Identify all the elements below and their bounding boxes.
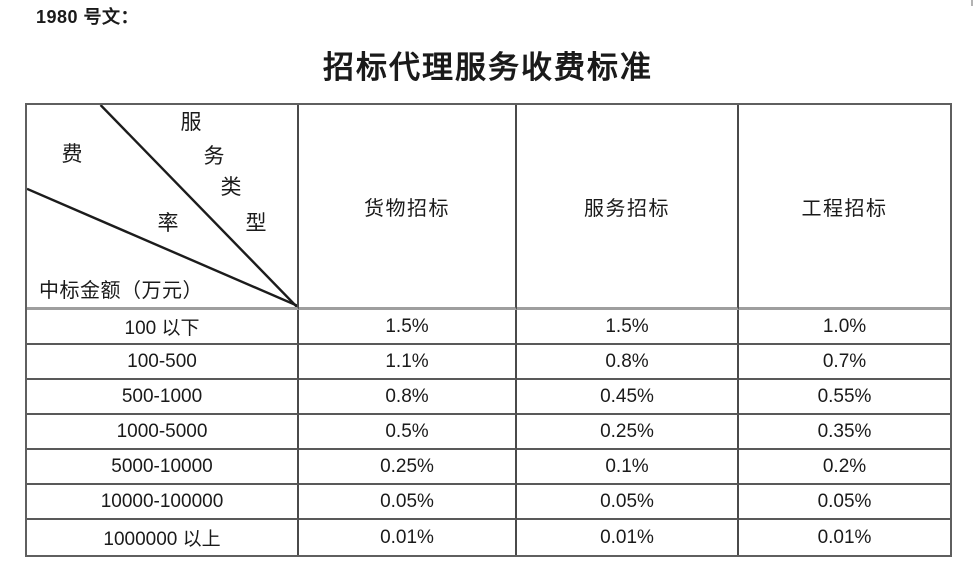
row-range: 10000-100000 bbox=[27, 485, 299, 520]
column-header-goods: 货物招标 bbox=[299, 105, 517, 310]
rate-cell: 0.2% bbox=[739, 450, 950, 485]
doc-number-label: 1980 号文： bbox=[36, 7, 140, 27]
rate-cell: 0.05% bbox=[517, 485, 739, 520]
rate-cell: 0.8% bbox=[517, 345, 739, 380]
rate-cell: 1.5% bbox=[517, 310, 739, 345]
rate-cell: 0.8% bbox=[299, 380, 517, 415]
rate-cell: 0.01% bbox=[299, 520, 517, 555]
row-range: 100-500 bbox=[27, 345, 299, 380]
row-range: 100 以下 bbox=[27, 310, 299, 345]
bid-amount-axis-label: 中标金额（万元） bbox=[39, 280, 203, 302]
fee-standard-table: 服 务 类 型 费 率 中标金额（万元） 货物招标 服务招标 工程招标 100 … bbox=[25, 103, 952, 557]
page-title: 招标代理服务收费标准 bbox=[323, 50, 653, 85]
diagonal-divider-lines bbox=[27, 105, 297, 307]
rate-cell: 0.25% bbox=[517, 415, 739, 450]
rate-cell: 0.25% bbox=[299, 450, 517, 485]
column-header-engineering: 工程招标 bbox=[739, 105, 950, 310]
rate-cell: 0.55% bbox=[739, 380, 950, 415]
rate-cell: 1.0% bbox=[739, 310, 950, 345]
rate-cell: 0.1% bbox=[517, 450, 739, 485]
column-header-service: 服务招标 bbox=[517, 105, 739, 310]
rate-cell: 0.05% bbox=[299, 485, 517, 520]
service-type-char-3: 类 bbox=[220, 175, 242, 199]
row-range: 1000-5000 bbox=[27, 415, 299, 450]
service-type-char-4: 型 bbox=[245, 211, 267, 235]
row-range: 1000000 以上 bbox=[27, 520, 299, 555]
fee-rate-char-2: 率 bbox=[157, 211, 179, 235]
rate-cell: 0.01% bbox=[739, 520, 950, 555]
rate-cell: 0.7% bbox=[739, 345, 950, 380]
page-edge-artifact bbox=[971, 0, 973, 6]
rate-cell: 0.01% bbox=[517, 520, 739, 555]
service-type-char-2: 务 bbox=[203, 144, 225, 168]
rate-cell: 1.1% bbox=[299, 345, 517, 380]
rate-cell: 0.45% bbox=[517, 380, 739, 415]
rate-cell: 1.5% bbox=[299, 310, 517, 345]
rate-cell: 0.5% bbox=[299, 415, 517, 450]
fee-rate-char-1: 费 bbox=[61, 142, 83, 166]
diagonal-corner-cell: 服 务 类 型 费 率 中标金额（万元） bbox=[27, 105, 299, 310]
row-range: 500-1000 bbox=[27, 380, 299, 415]
service-type-char-1: 服 bbox=[180, 110, 202, 134]
rate-cell: 0.35% bbox=[739, 415, 950, 450]
diagonal-divider-lower bbox=[27, 187, 297, 307]
row-range: 5000-10000 bbox=[27, 450, 299, 485]
diagonal-divider-upper bbox=[99, 105, 297, 307]
rate-cell: 0.05% bbox=[739, 485, 950, 520]
